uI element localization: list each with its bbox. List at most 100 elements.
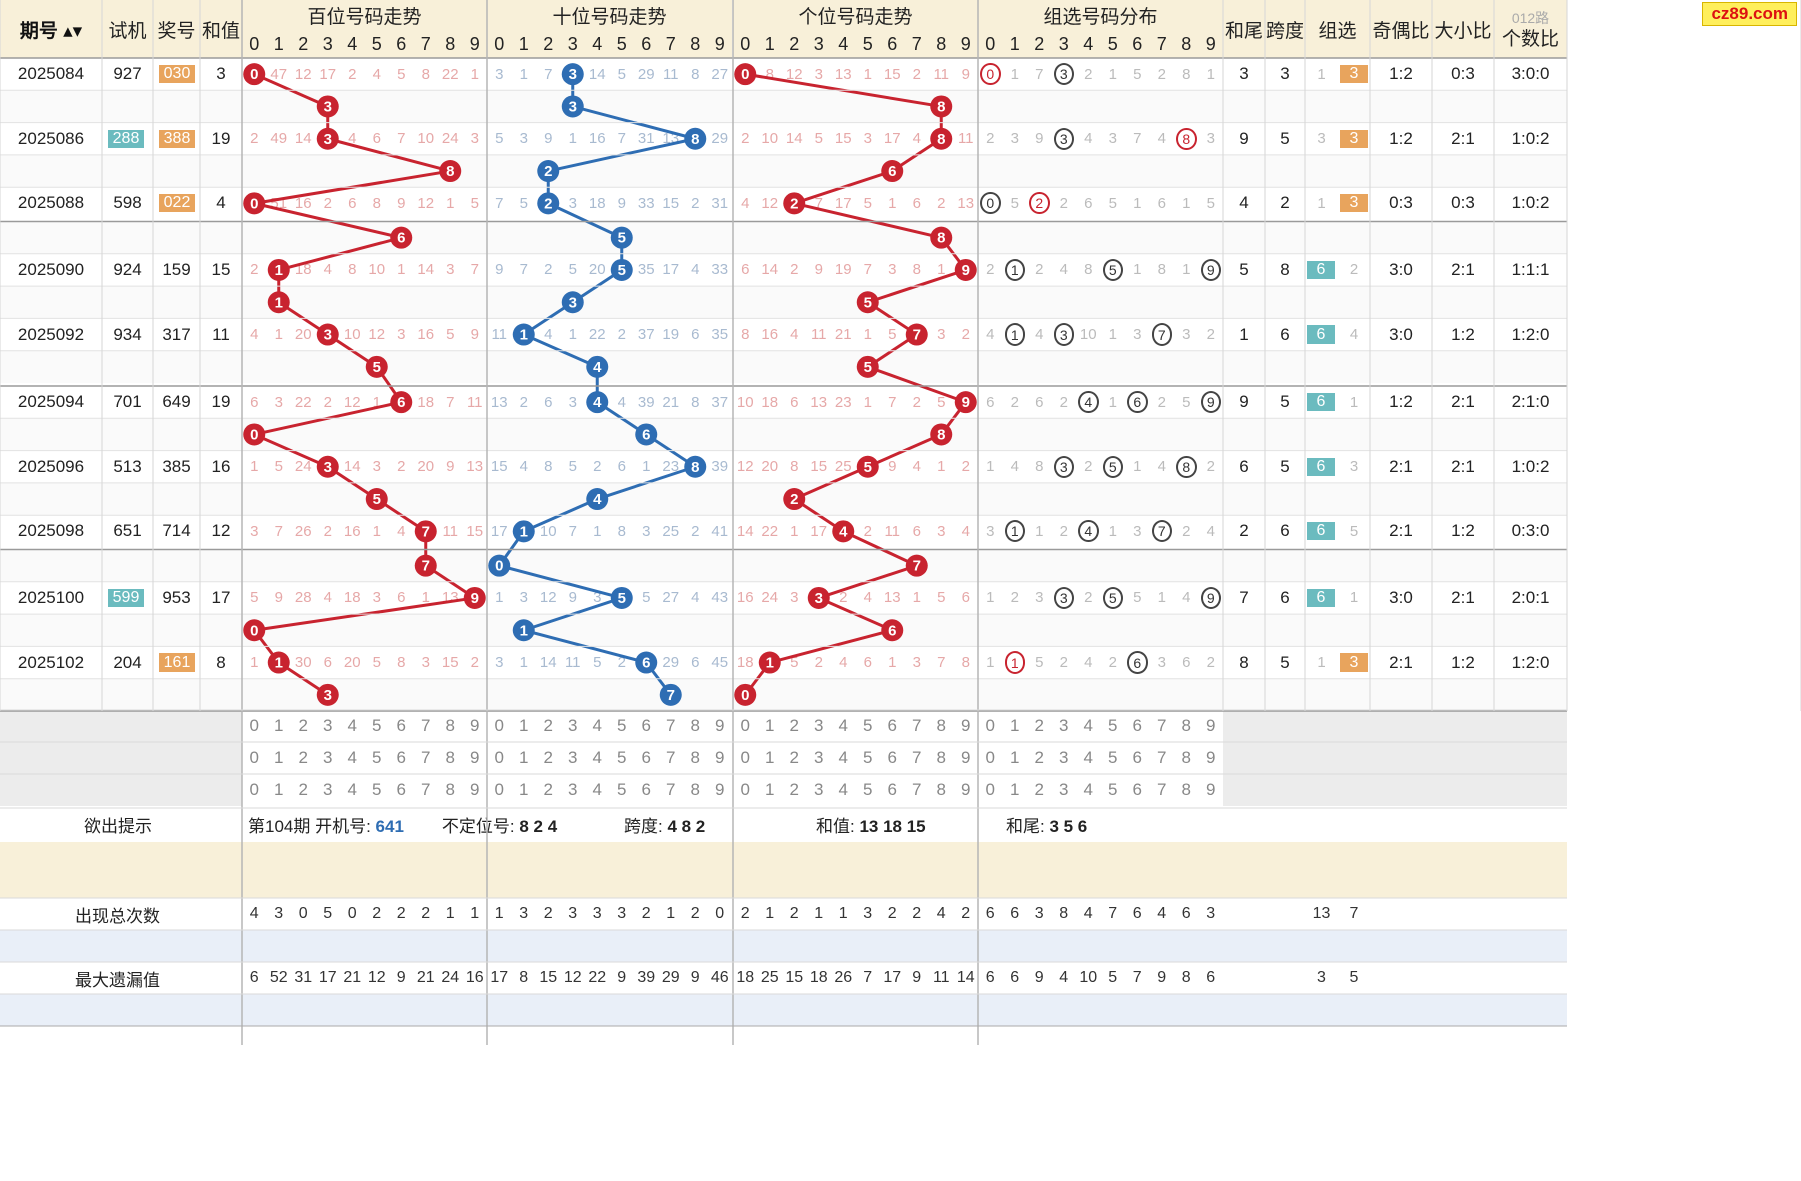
stat-zx-b: 7 [1349,905,1359,922]
period: 2025086 [17,128,85,148]
footer-digit: 5 [855,842,880,870]
jianghao-badge: 707 [159,556,195,575]
stat-zx-b: 1 [1349,937,1359,954]
hewei: 4 [1239,356,1249,376]
footer-digit: 7 [904,842,929,870]
miss-value: 19 [588,229,606,247]
kuadu: 6 [1280,161,1290,181]
lu012: 2:1:0 [1511,620,1550,640]
lu012: 2:0:1 [1511,587,1550,607]
miss-value: 2 [519,97,528,115]
footer-digit: 6 [389,842,414,870]
miss-value: 11 [957,130,974,148]
miss-value: 2 [814,654,823,672]
miss-value: 20 [343,654,361,672]
trend-point-label: 7 [913,327,921,344]
zuxuan-miss: 5 [1182,621,1191,639]
zuxuan-hit: 8 [1176,95,1197,118]
zuxuan-b: 1 [1349,589,1359,607]
hewei: 9 [1239,292,1249,312]
stat-value: 0 [519,1001,529,1018]
miss-value: 3 [642,522,651,540]
miss-value: 10 [270,621,288,639]
miss-value: 14 [785,130,803,148]
trend-point-label: 6 [642,426,650,443]
trend-point [832,520,855,543]
stat-value: 9 [396,969,406,986]
miss-value: 7 [863,686,872,704]
zuxuan-miss: 1 [1206,65,1215,83]
zuxuan-miss: 3 [1157,654,1166,672]
stat-value: 7 [592,937,602,954]
miss-value: 15 [539,686,557,704]
trend-point-label: 4 [593,394,602,411]
zuxuan-miss: 4 [1035,326,1044,344]
zuxuan-miss: 3 [1206,358,1215,376]
miss-value: 5 [863,194,872,212]
miss-value: 9 [470,326,479,344]
miss-value: 4 [863,162,872,180]
miss-value: 26 [662,557,680,575]
period: 2025090 [17,259,85,279]
miss-value: 14 [466,490,484,508]
miss-value: 35 [637,261,655,279]
preselect-digit: 4 [1083,780,1093,799]
trend-point [905,323,928,346]
stat-value: 0 [641,1001,651,1018]
miss-value: 37 [637,326,655,344]
stat-value: 3 [1206,905,1216,922]
kuadu: 3 [1280,489,1290,509]
miss-value: 15 [490,458,508,476]
daxiao: 2:1 [1451,587,1475,607]
stat-value: 15 [834,937,853,954]
hewei: 3 [1239,64,1249,84]
miss-value: 8 [691,393,700,411]
miss-value: 2 [519,393,528,411]
miss-value: 6 [691,654,700,672]
miss-value: 10 [564,621,582,639]
zuxuan-miss: 6 [1182,654,1191,672]
preselect-digit: 5 [1108,716,1118,735]
zuxuan-badge: 6 [1307,393,1335,412]
site-logo[interactable]: cz89.com [1702,2,1797,26]
hezhi: 16 [211,456,231,476]
preselect-digit: 7 [1157,780,1167,799]
header-hewei: 和尾 [1223,0,1265,58]
zuxuan-b: 1 [1349,393,1359,411]
zuxuan-badge: 6 [1307,685,1335,704]
trend-point-label: 8 [937,426,945,443]
miss-value: 1 [765,686,774,704]
shiji: 513 [113,456,142,476]
stat-value: 17 [883,969,902,986]
stat-value: 46 [710,937,729,954]
stat-value: 9 [912,969,922,986]
miss-value: 15 [785,162,803,180]
hezhi: 3 [216,64,226,84]
miss-value: 9 [691,97,700,115]
miss-value: 3 [814,65,823,83]
zuxuan-badge: 6 [1307,293,1335,312]
zuxuan-miss: 5 [1084,162,1093,180]
hezhi: 17 [211,587,231,607]
miss-value: 3 [691,229,700,247]
footer-digit: 6 [880,842,905,870]
stat-value: 8 [690,937,700,954]
hint-label: 欲出提示 [84,816,152,836]
miss-value: 15 [883,65,901,83]
zuxuan-miss: 1 [986,97,995,115]
miss-value: 9 [912,293,921,311]
preselect-digit: 5 [372,780,382,799]
zuxuan-badge: 6 [1307,489,1335,509]
stat-value: 18 [736,969,755,986]
zuxuan-hit: 0 [980,683,1001,706]
daxiao: 2:1 [1451,392,1475,412]
jiou: 2:1 [1389,356,1413,376]
miss-value: 4 [348,130,357,148]
zuxuan-miss: 2 [1084,65,1093,83]
preselect-digit: 9 [715,780,725,799]
preselect-digit: 0 [740,748,750,767]
footer-digit: 2 [291,842,316,870]
stat-value: 3 [568,905,578,922]
preselect-digit: 5 [372,716,382,735]
miss-value: 8 [617,162,626,180]
